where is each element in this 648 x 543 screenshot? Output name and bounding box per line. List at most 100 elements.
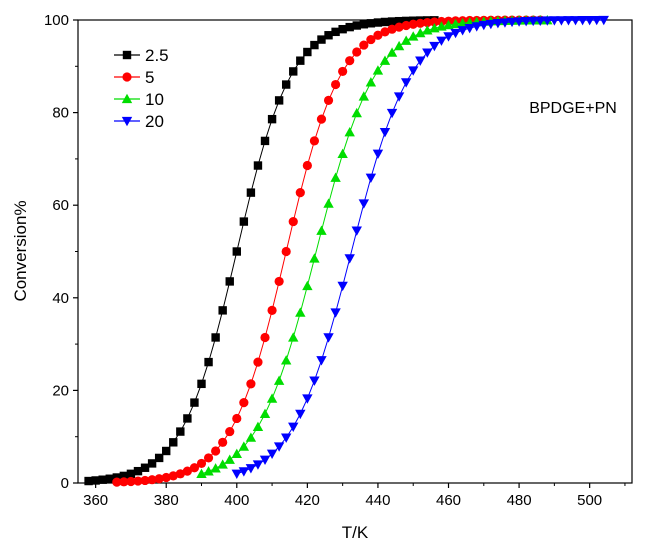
data-point: [358, 91, 370, 101]
data-point: [295, 409, 306, 420]
data-point: [281, 246, 291, 257]
data-point: [176, 427, 185, 436]
data-point: [140, 475, 150, 486]
data-point: [246, 379, 256, 389]
legend-label: 20: [145, 112, 164, 131]
data-point: [400, 78, 412, 88]
data-point: [154, 474, 164, 484]
y-tick-label: 100: [44, 12, 69, 29]
y-axis-title: Conversion%: [11, 200, 30, 301]
data-point: [133, 466, 143, 476]
x-tick-label: 460: [436, 492, 461, 509]
data-point: [224, 454, 235, 464]
data-point: [394, 22, 404, 32]
data-point: [309, 376, 320, 386]
data-point: [387, 17, 397, 26]
y-tick-label: 60: [52, 197, 69, 214]
x-tick-label: 480: [507, 492, 532, 509]
data-point: [457, 26, 468, 36]
data-point: [288, 216, 298, 227]
data-point: [380, 27, 390, 37]
data-point: [352, 47, 362, 57]
data-point: [415, 27, 426, 38]
data-point: [549, 16, 560, 26]
data-point: [162, 446, 171, 456]
data-point: [359, 20, 369, 29]
series-20: [231, 15, 609, 480]
series-line: [116, 19, 541, 483]
data-point: [91, 476, 100, 485]
x-tick-label: 360: [83, 492, 108, 509]
data-point: [126, 476, 136, 487]
data-point: [274, 96, 284, 105]
data-point: [386, 108, 398, 119]
data-point: [225, 426, 235, 437]
data-point: [105, 474, 114, 483]
data-point: [316, 114, 327, 124]
data-point: [408, 19, 418, 29]
data-point: [147, 475, 157, 485]
data-point: [246, 188, 256, 197]
legend-label: 10: [145, 90, 164, 109]
data-point: [338, 66, 348, 77]
data-point: [358, 199, 370, 209]
data-point: [584, 15, 595, 26]
data-point: [302, 160, 312, 171]
data-point: [344, 126, 355, 137]
data-point: [260, 332, 270, 343]
x-tick-label: 400: [224, 492, 249, 509]
data-point: [478, 20, 489, 31]
x-tick-label: 380: [154, 492, 179, 509]
series-5: [112, 15, 545, 487]
data-point: [316, 225, 327, 235]
data-point: [203, 466, 214, 476]
data-point: [126, 469, 136, 479]
data-point: [211, 333, 220, 342]
data-point: [295, 188, 305, 198]
data-point: [302, 394, 313, 404]
data-point: [119, 477, 129, 487]
data-point: [379, 55, 391, 65]
data-point: [84, 476, 93, 486]
data-point: [218, 306, 227, 315]
data-point: [323, 333, 334, 343]
data-point: [513, 17, 525, 27]
data-point: [337, 281, 348, 292]
data-point: [133, 476, 143, 486]
y-axis-ticks: 0 20 40 60 80 100: [44, 12, 78, 492]
data-point: [387, 24, 397, 34]
x-tick-label: 500: [577, 492, 602, 509]
data-point: [330, 172, 341, 182]
data-point: [351, 107, 362, 118]
data-point: [492, 19, 504, 29]
data-point: [394, 16, 404, 26]
data-point: [393, 92, 405, 102]
data-point: [112, 477, 122, 487]
data-point: [288, 422, 299, 433]
data-point: [289, 67, 298, 76]
data-point: [121, 93, 133, 104]
data-point: [309, 253, 320, 263]
data-point: [393, 40, 405, 51]
data-point: [112, 473, 122, 482]
series-10: [196, 14, 553, 478]
data-point: [464, 24, 475, 34]
data-point: [252, 460, 264, 470]
data-point: [190, 398, 199, 407]
data-point: [197, 379, 206, 389]
data-point: [231, 469, 242, 480]
x-tick-label: 440: [365, 492, 390, 509]
data-point: [309, 136, 320, 146]
data-point: [273, 375, 285, 385]
data-point: [366, 34, 376, 45]
data-point: [218, 437, 228, 447]
data-point: [211, 446, 221, 456]
data-point: [295, 307, 306, 317]
data-point: [260, 136, 270, 146]
data-point: [122, 50, 132, 60]
data-point: [274, 276, 284, 287]
data-point: [238, 441, 250, 451]
data-point: [499, 18, 511, 28]
legend-label: 5: [145, 68, 154, 87]
